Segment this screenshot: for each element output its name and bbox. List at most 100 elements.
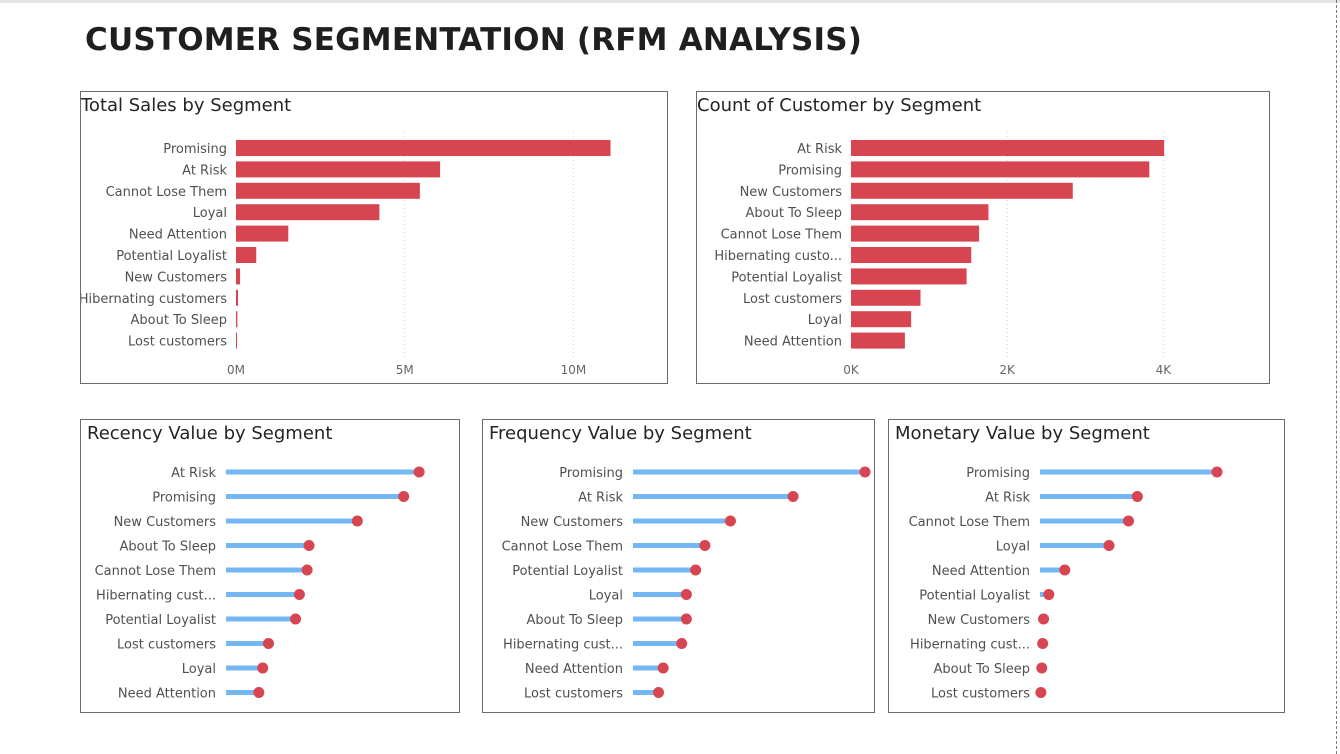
category-label: Promising [163, 142, 227, 157]
lollipop-stem [1040, 494, 1138, 499]
bar [236, 332, 238, 349]
lollipop-point [303, 540, 315, 551]
lollipop-stem [226, 690, 259, 695]
bar [851, 268, 967, 285]
category-label: Lost customers [117, 638, 216, 653]
bar [236, 204, 380, 221]
lollipop-point [653, 687, 665, 698]
canvas-edge-divider [1336, 0, 1337, 754]
bar [851, 161, 1150, 178]
panel-title: Count of Customer by Segment [697, 95, 982, 116]
category-label: Lost customers [128, 335, 227, 350]
bar [236, 289, 239, 306]
category-label: About To Sleep [120, 540, 217, 555]
recency-chart: At Risk Promising New Customers About To Sl… [95, 466, 425, 702]
category-label: Cannot Lose Them [502, 540, 623, 555]
lollipop-point [253, 687, 265, 698]
category-label: Need Attention [744, 335, 842, 350]
lollipop-stem [226, 518, 358, 524]
category-label: Lost customers [931, 687, 1030, 702]
panel-title: Monetary Value by Segment [895, 423, 1150, 444]
bar [236, 247, 257, 263]
category-label: Promising [966, 466, 1030, 481]
lollipop-point [1038, 613, 1050, 625]
category-label: Lost customers [524, 687, 623, 702]
lollipop-stem [226, 494, 404, 499]
lollipop-point [301, 564, 313, 576]
lollipop-point [1043, 589, 1055, 600]
lollipop-point [787, 491, 799, 502]
lollipop-stem [633, 567, 696, 573]
category-label: Loyal [808, 313, 842, 328]
category-label: Cannot Lose Them [721, 228, 842, 243]
bar [851, 140, 1165, 156]
lollipop-stem [633, 616, 687, 622]
lollipop-point [1059, 564, 1071, 576]
category-label: Need Attention [525, 662, 623, 677]
lollipop-stem [633, 690, 659, 695]
bar [236, 182, 420, 199]
bar [236, 161, 441, 178]
lollipop-point [351, 515, 363, 527]
lollipop-point [690, 564, 702, 576]
lollipop-stem [1040, 567, 1065, 573]
lollipop-stem [633, 469, 865, 475]
lollipop-point [1035, 687, 1047, 698]
lollipop-point [262, 638, 274, 649]
lollipop-point [676, 638, 688, 649]
page-title: CUSTOMER SEGMENTATION (RFM ANALYSIS) [85, 22, 863, 58]
customer-count-panel[interactable]: Count of Customer by Segment 0K 2K 4K At Ri… [696, 91, 1270, 384]
category-label: Cannot Lose Them [106, 185, 227, 200]
lollipop-point [398, 491, 410, 502]
category-label: Cannot Lose Them [909, 515, 1030, 530]
category-label: New Customers [928, 613, 1031, 628]
bar [236, 311, 238, 328]
recency-panel[interactable]: Recency Value by Segment At Risk Promisin… [80, 419, 460, 713]
x-tick-label: 4K [1156, 363, 1173, 377]
bar [851, 289, 921, 306]
category-label: Potential Loyalist [731, 270, 842, 285]
lollipop-stem [226, 543, 310, 548]
lollipop-stem [633, 665, 664, 671]
frequency-panel[interactable]: Frequency Value by Segment Promising At R… [482, 419, 875, 713]
x-tick-label: 0K [843, 363, 860, 377]
monetary-chart: Promising At Risk Cannot Lose Them Loyal Nee… [909, 466, 1223, 702]
category-label: Hibernating cust... [503, 638, 623, 653]
bar [851, 311, 912, 328]
total-sales-panel[interactable]: Total Sales by Segment 0M 5M 10M Promising A… [80, 91, 668, 384]
category-label: Potential Loyalist [512, 564, 623, 579]
lollipop-point [1036, 662, 1048, 674]
bar [236, 268, 241, 285]
lollipop-stem [633, 641, 682, 646]
category-label: At Risk [985, 491, 1030, 506]
lollipop-stem [1040, 543, 1110, 548]
panel-title: Recency Value by Segment [87, 423, 333, 444]
lollipop-stem [633, 518, 731, 524]
category-label: New Customers [740, 185, 843, 200]
category-label: Promising [559, 466, 623, 481]
lollipop-stem [226, 567, 308, 573]
lollipop-point [1131, 491, 1143, 502]
category-label: New Customers [114, 515, 217, 530]
lollipop-point [1103, 540, 1115, 551]
category-label: At Risk [171, 466, 216, 481]
panel-title: Total Sales by Segment [81, 95, 292, 116]
category-label: Loyal [589, 589, 623, 604]
monetary-panel[interactable]: Monetary Value by Segment Promising At Ri… [888, 419, 1285, 713]
category-label: New Customers [125, 270, 228, 285]
category-label: Loyal [193, 206, 227, 221]
customer-count-chart: 0K 2K 4K At Risk Promising New Customers About… [714, 132, 1173, 377]
lollipop-stem [226, 641, 269, 646]
category-label: About To Sleep [527, 613, 624, 628]
category-label: Promising [152, 491, 216, 506]
lollipop-point [293, 589, 305, 600]
category-label: Need Attention [129, 228, 227, 243]
category-label: Potential Loyalist [919, 589, 1030, 604]
lollipop-stem [226, 665, 263, 671]
x-tick-label: 10M [561, 363, 587, 377]
bar [851, 225, 980, 242]
bar [851, 204, 989, 221]
category-label: Loyal [996, 540, 1030, 555]
category-label: Need Attention [932, 564, 1030, 579]
x-tick-label: 5M [396, 363, 414, 377]
